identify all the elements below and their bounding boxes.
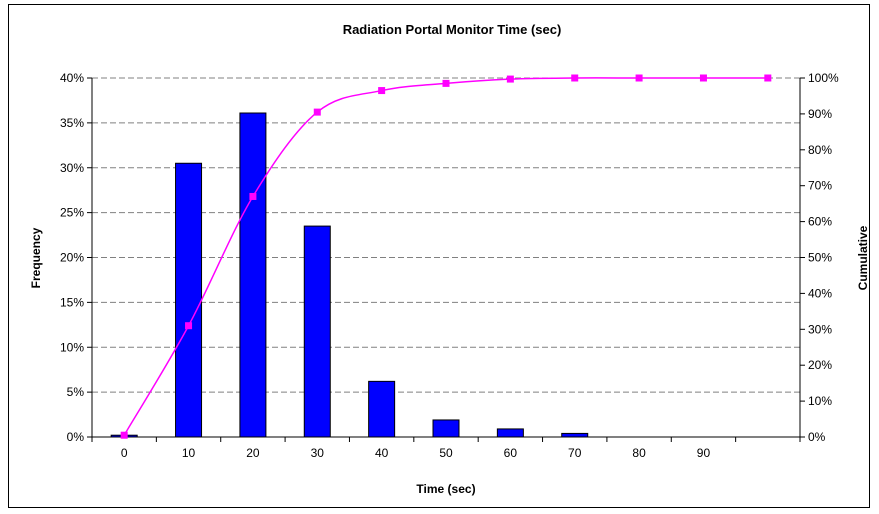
- y2-tick-label: 20%: [808, 358, 832, 372]
- cumulative-line: [123, 77, 768, 436]
- cumulative-marker: [442, 79, 450, 87]
- y2-tick-label: 10%: [808, 394, 832, 408]
- y-tick-label: 40%: [60, 71, 84, 85]
- y2-tick-label: 60%: [808, 215, 832, 229]
- x-axis-ticks: 0 10 20 30 40 50 60 70 80 90: [121, 446, 711, 460]
- cumulative-marker: [764, 74, 772, 82]
- y-tick-label: 10%: [60, 340, 84, 354]
- cumulative-marker: [378, 87, 386, 95]
- y2-tick-label: 70%: [808, 179, 832, 193]
- y-tick-label: 15%: [60, 295, 84, 309]
- y2-tick-label: 80%: [808, 143, 832, 157]
- x-tick-label: 50: [439, 446, 453, 460]
- x-tick-label: 30: [311, 446, 325, 460]
- bar: [561, 432, 589, 438]
- axes: [87, 77, 805, 442]
- x-tick-label: 0: [121, 446, 128, 460]
- y2-tick-label: 30%: [808, 322, 832, 336]
- x-tick-label: 90: [697, 446, 711, 460]
- cumulative-marker: [249, 192, 257, 200]
- x-tick-label: 10: [182, 446, 196, 460]
- y-tick-label: 5%: [67, 385, 85, 399]
- cumulative-marker: [120, 431, 128, 439]
- left-axis-ticks: 0% 5% 10% 15% 20% 25% 30% 35% 40%: [60, 71, 84, 444]
- cumulative-marker: [506, 75, 514, 83]
- gridlines: [92, 77, 800, 393]
- y2-tick-label: 0%: [808, 430, 826, 444]
- cumulative-marker: [571, 74, 579, 82]
- x-axis-label: Time (sec): [416, 482, 475, 496]
- bar: [368, 380, 396, 438]
- x-tick-label: 60: [504, 446, 518, 460]
- bar: [239, 112, 267, 438]
- cumulative-series: [120, 74, 772, 439]
- bar-series: [110, 112, 589, 438]
- y-tick-label: 20%: [60, 251, 84, 265]
- y2-tick-label: 100%: [808, 71, 839, 85]
- y-tick-label: 30%: [60, 161, 84, 175]
- bar: [496, 428, 524, 438]
- y-tick-label: 25%: [60, 206, 84, 220]
- bar: [175, 162, 203, 438]
- y2-tick-label: 90%: [808, 107, 832, 121]
- y-tick-label: 35%: [60, 116, 84, 130]
- x-tick-label: 20: [246, 446, 260, 460]
- cumulative-marker: [185, 322, 193, 330]
- y-tick-label: 0%: [67, 430, 85, 444]
- chart-title: Radiation Portal Monitor Time (sec): [343, 22, 562, 37]
- y-axis-label: Frequency: [29, 227, 43, 288]
- x-tick-label: 80: [632, 446, 646, 460]
- right-axis-ticks: 0% 10% 20% 30% 40% 50% 60% 70% 80% 90% 100%: [808, 71, 839, 444]
- bar: [432, 419, 460, 438]
- x-tick-label: 40: [375, 446, 389, 460]
- y2-tick-label: 50%: [808, 251, 832, 265]
- cumulative-marker: [699, 74, 707, 82]
- y2-tick-label: 40%: [808, 286, 832, 300]
- cumulative-marker: [635, 74, 643, 82]
- y2-axis-label: Cumulative: [856, 225, 870, 290]
- cumulative-marker: [313, 108, 321, 116]
- x-tick-label: 70: [568, 446, 582, 460]
- bar: [303, 225, 331, 438]
